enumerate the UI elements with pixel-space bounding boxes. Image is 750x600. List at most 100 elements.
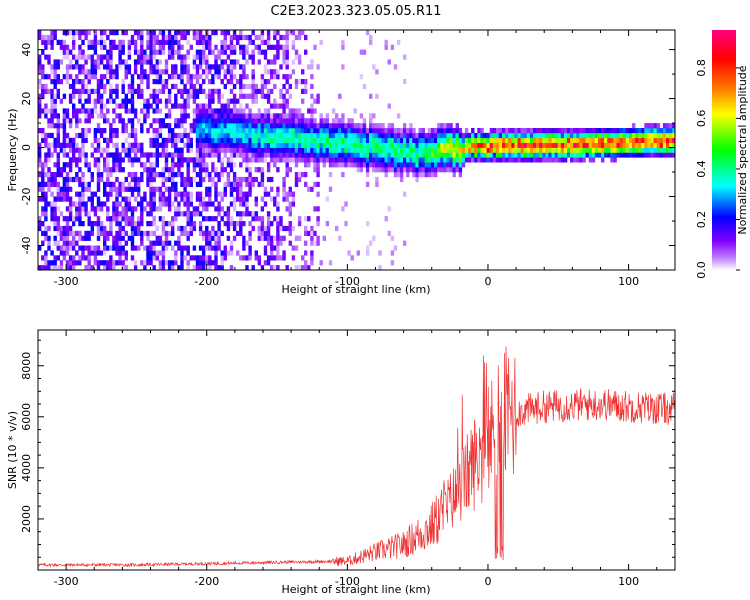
spectrogram-cell xyxy=(75,142,79,148)
spectrogram-cell xyxy=(421,152,425,158)
spectrogram-cell xyxy=(50,260,54,266)
spectrogram-cell xyxy=(140,221,144,227)
spectrogram-cell xyxy=(412,172,416,178)
spectrogram-cell xyxy=(276,74,280,80)
spectrogram-cell xyxy=(133,137,138,143)
spectrogram-cell xyxy=(229,137,234,143)
spectrogram-cell xyxy=(62,108,67,114)
spectrogram-cell xyxy=(226,162,231,168)
spectrogram-cell xyxy=(486,137,490,143)
spectrogram-cell xyxy=(291,191,296,197)
spectrogram-cell xyxy=(211,152,215,158)
spectrogram-cell xyxy=(90,64,94,70)
spectrogram-cell xyxy=(103,250,107,256)
spectrogram-cell xyxy=(140,30,144,36)
spectrogram-cell xyxy=(502,137,506,143)
spectrogram-cell xyxy=(403,132,407,139)
spectrogram-cell xyxy=(282,147,286,153)
spectrogram-cell xyxy=(545,142,549,148)
spectrogram-cell xyxy=(245,74,249,80)
spectrogram-cell xyxy=(90,225,94,232)
spectrogram-cell xyxy=(53,98,57,104)
spectrogram-cell xyxy=(440,157,444,163)
spectrogram-cell xyxy=(403,157,407,163)
spectrogram-cell xyxy=(403,142,407,148)
spectrogram-cell xyxy=(464,152,469,158)
spectrogram-cell xyxy=(158,118,163,124)
spectrogram-cell xyxy=(180,30,184,36)
spectrogram-cell xyxy=(301,255,305,261)
spectrogram-cell xyxy=(523,157,528,163)
spectrogram-cell xyxy=(304,147,308,153)
spectrogram-cell xyxy=(591,132,596,139)
spectrogram-cell xyxy=(174,142,178,148)
spectrogram-cell xyxy=(164,196,169,202)
spectrogram-cell xyxy=(266,191,271,197)
spectrogram-cell xyxy=(155,64,159,70)
spectrogram-cell xyxy=(409,137,413,143)
spectrogram-cell xyxy=(161,152,166,158)
spectrogram-cell xyxy=(167,186,172,192)
spectrogram-cell xyxy=(186,98,190,104)
spectrogram-cell xyxy=(152,206,156,212)
spectrogram-cell xyxy=(152,265,156,270)
spectrogram-cell xyxy=(202,157,206,163)
spectrogram-cell xyxy=(180,69,184,75)
spectrogram-cell xyxy=(109,98,113,104)
spectrogram-cell xyxy=(90,69,94,75)
spectrogram-cell xyxy=(270,113,274,119)
spectrogram-cell xyxy=(68,142,73,148)
spectrogram-cell xyxy=(239,79,243,85)
spectrogram-cell xyxy=(198,181,203,187)
spectrogram-cell xyxy=(557,128,562,134)
spectrogram-cell xyxy=(285,34,289,41)
spectrogram-cell xyxy=(81,255,85,261)
spectrogram-cell xyxy=(635,137,639,143)
spectrogram-cell xyxy=(195,265,200,270)
spectrogram-cell xyxy=(236,147,240,153)
spectrogram-cell xyxy=(84,108,88,114)
spectrogram-cell xyxy=(177,123,181,129)
spectrogram-cell xyxy=(536,157,540,163)
spectrogram-cell xyxy=(38,157,42,163)
spectrogram-cell xyxy=(202,132,206,139)
spectrogram-cell xyxy=(146,235,150,241)
spectrogram-cell xyxy=(189,196,193,202)
spectrogram-cell xyxy=(313,147,317,153)
spectrogram-cell xyxy=(338,235,342,241)
spectrogram-cell xyxy=(273,162,277,168)
spectrogram-cell xyxy=(99,225,104,232)
spectrogram-cell xyxy=(254,176,258,183)
spectrogram-cell xyxy=(662,128,667,134)
spectrogram-cell xyxy=(226,211,231,217)
spectrogram-cell xyxy=(167,39,172,45)
spectrogram-cell xyxy=(127,88,132,94)
spectrogram-cell xyxy=(613,128,617,134)
spectrogram-cell xyxy=(177,157,181,163)
spectrogram-cell xyxy=(297,157,302,163)
spectrogram-cell xyxy=(353,137,357,143)
spectrogram-cell xyxy=(331,108,336,114)
spectrogram-cell xyxy=(158,59,163,65)
spectrogram-cell xyxy=(248,176,252,183)
spectrogram-cell xyxy=(403,137,407,143)
spectrogram-cell xyxy=(202,113,206,119)
spectrogram-cell xyxy=(183,34,187,41)
spectrogram-cell xyxy=(378,152,382,158)
spectrogram-cell xyxy=(226,44,231,50)
spectrogram-cell xyxy=(338,162,342,168)
spectrogram-cell xyxy=(127,186,132,192)
spectrogram-cell xyxy=(313,206,317,212)
spectrogram-cell xyxy=(226,157,231,163)
spectrogram-cell xyxy=(437,157,441,163)
spectrogram-cell xyxy=(140,240,144,246)
spectrogram-cell xyxy=(297,132,302,139)
spectrogram-cell xyxy=(375,152,379,158)
spectrogram-cell xyxy=(260,235,265,241)
spectrogram-cell xyxy=(130,240,135,246)
spectrogram-cell xyxy=(400,142,404,148)
spectrogram-cell xyxy=(310,260,314,266)
spectrogram-cell xyxy=(62,225,67,232)
spectrogram-cell xyxy=(205,39,209,45)
